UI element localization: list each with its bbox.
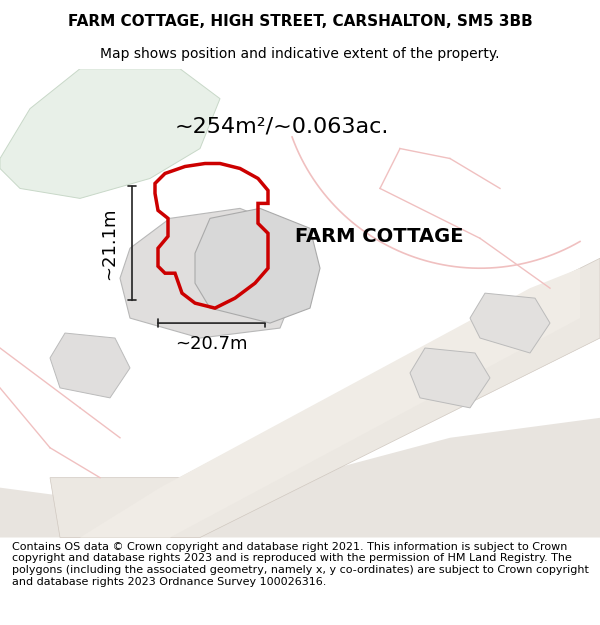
- Polygon shape: [0, 69, 220, 198]
- Polygon shape: [50, 258, 600, 538]
- Text: FARM COTTAGE: FARM COTTAGE: [295, 227, 464, 246]
- Text: Map shows position and indicative extent of the property.: Map shows position and indicative extent…: [100, 47, 500, 61]
- Polygon shape: [470, 293, 550, 353]
- Polygon shape: [120, 208, 300, 338]
- Polygon shape: [195, 208, 320, 323]
- Text: ~21.1m: ~21.1m: [100, 207, 118, 279]
- Text: Contains OS data © Crown copyright and database right 2021. This information is : Contains OS data © Crown copyright and d…: [12, 542, 589, 587]
- Text: FARM COTTAGE, HIGH STREET, CARSHALTON, SM5 3BB: FARM COTTAGE, HIGH STREET, CARSHALTON, S…: [68, 14, 532, 29]
- Polygon shape: [80, 268, 580, 538]
- Polygon shape: [50, 333, 130, 398]
- Text: ~254m²/~0.063ac.: ~254m²/~0.063ac.: [175, 117, 389, 137]
- Polygon shape: [410, 348, 490, 408]
- Polygon shape: [0, 418, 600, 538]
- Text: ~20.7m: ~20.7m: [175, 335, 248, 353]
